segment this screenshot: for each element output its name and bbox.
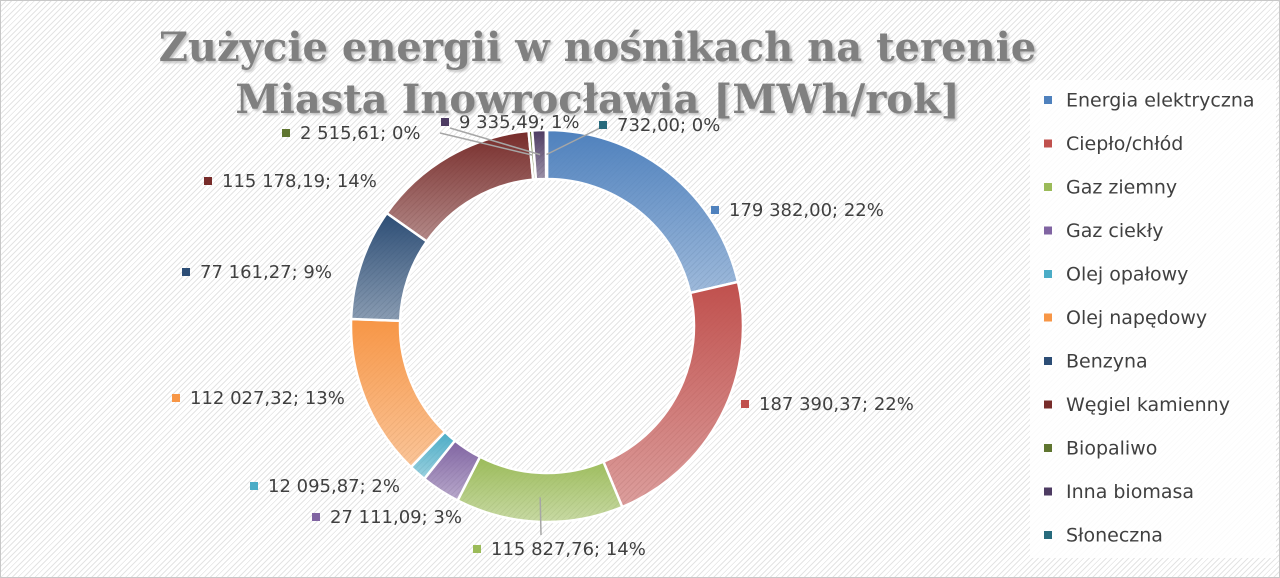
data-label: 77 161,27; 9% bbox=[200, 262, 332, 283]
legend-label: Benzyna bbox=[1066, 351, 1148, 373]
legend-marker bbox=[1044, 183, 1052, 191]
label-marker bbox=[741, 400, 749, 408]
label-marker bbox=[441, 118, 449, 126]
donut-slice bbox=[385, 129, 535, 244]
label-marker bbox=[172, 394, 180, 402]
legend-marker bbox=[1044, 226, 1052, 235]
data-label: 9 335,49; 1% bbox=[459, 112, 580, 133]
legend-label: Słoneczna bbox=[1066, 525, 1163, 547]
leader-line bbox=[439, 132, 533, 156]
legend-label: Gaz ziemny bbox=[1066, 177, 1177, 199]
legend-marker bbox=[1044, 139, 1052, 148]
legend-label: Biopaliwo bbox=[1066, 438, 1157, 460]
legend-label: Olej napędowy bbox=[1066, 307, 1207, 329]
leader-line bbox=[449, 127, 541, 156]
legend-marker bbox=[1044, 313, 1052, 322]
legend-label: Inna biomasa bbox=[1066, 481, 1194, 503]
legend-label: Olej opałowy bbox=[1066, 264, 1188, 286]
label-marker bbox=[312, 513, 320, 521]
legend-label: Energia elektryczna bbox=[1066, 90, 1255, 112]
donut-slice bbox=[544, 128, 549, 181]
data-label: 732,00; 0% bbox=[617, 115, 720, 136]
label-marker bbox=[182, 268, 190, 276]
label-marker bbox=[711, 206, 719, 214]
data-label: 2 515,61; 0% bbox=[300, 123, 421, 144]
data-label: 27 111,09; 3% bbox=[330, 507, 462, 528]
legend-label: Ciepło/chłód bbox=[1066, 133, 1183, 155]
legend-marker bbox=[1044, 400, 1052, 409]
donut-slice bbox=[545, 128, 740, 295]
leader-line bbox=[539, 497, 542, 536]
legend-background bbox=[1030, 80, 1276, 558]
data-label: 115 827,76; 14% bbox=[491, 539, 646, 560]
legend-marker bbox=[1044, 270, 1052, 278]
legend-marker bbox=[1044, 487, 1052, 496]
legend-marker bbox=[1044, 357, 1052, 365]
data-label: 187 390,37; 22% bbox=[759, 394, 914, 415]
chart-title: Zużycie energii w nośnikach na terenie M… bbox=[158, 24, 1037, 123]
legend-marker bbox=[1044, 444, 1052, 452]
label-marker bbox=[282, 129, 290, 137]
legend-label: Gaz ciekły bbox=[1066, 220, 1163, 242]
legend-marker bbox=[1044, 531, 1052, 539]
data-label: 12 095,87; 2% bbox=[268, 476, 400, 497]
donut-slice bbox=[601, 280, 745, 509]
label-marker bbox=[250, 482, 258, 490]
data-label: 112 027,32; 13% bbox=[190, 388, 345, 409]
legend-label: Węgiel kamienny bbox=[1066, 394, 1230, 416]
donut-slice bbox=[349, 317, 447, 469]
label-marker bbox=[204, 177, 212, 185]
legend-marker bbox=[1044, 96, 1052, 104]
data-label: 115 178,19; 14% bbox=[222, 171, 377, 192]
leader-line bbox=[546, 127, 601, 156]
label-marker bbox=[473, 545, 481, 553]
label-marker bbox=[599, 121, 607, 129]
data-label: 179 382,00; 22% bbox=[729, 200, 884, 221]
